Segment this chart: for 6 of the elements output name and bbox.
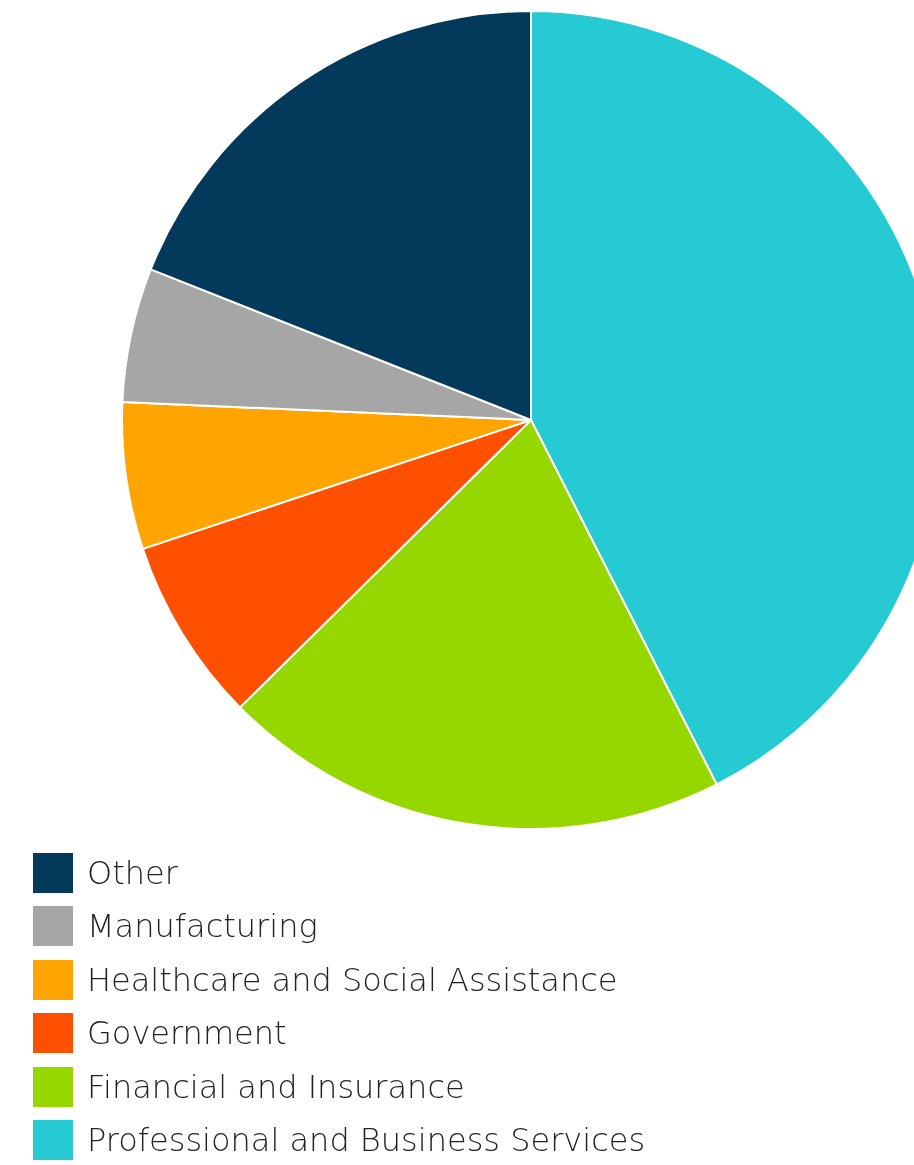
legend-label: Manufacturing bbox=[87, 907, 318, 946]
legend-label: Financial and Insurance bbox=[87, 1067, 465, 1106]
legend-label: Healthcare and Social Assistance bbox=[87, 960, 618, 999]
legend-label: Professional and Business Services bbox=[87, 1121, 646, 1160]
legend-label: Other bbox=[87, 853, 178, 892]
legend-label: Government bbox=[87, 1014, 287, 1053]
